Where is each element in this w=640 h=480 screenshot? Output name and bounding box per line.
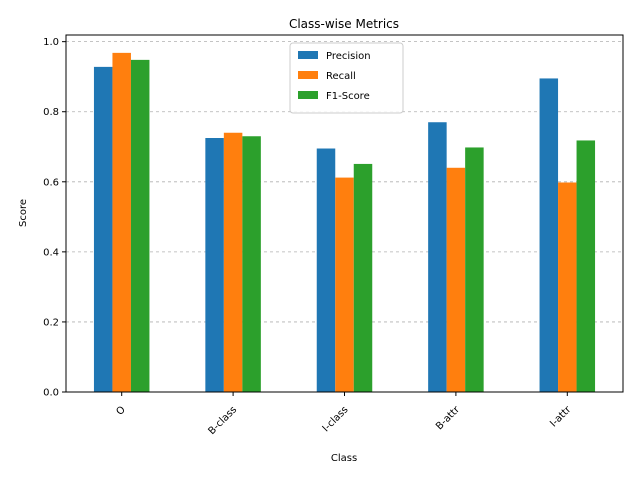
legend-box [289, 42, 404, 114]
bar-precision-o [93, 66, 113, 392]
legend: Precision Recall F1-Score [289, 42, 404, 114]
bar-precision-i-class [316, 148, 336, 392]
legend-swatch-recall [298, 71, 318, 79]
bar-precision-b-class [205, 138, 224, 392]
legend-swatch-f1-score [298, 91, 318, 99]
bar-f1-score-i-attr [576, 140, 596, 392]
bar-f1-score-i-class [353, 163, 373, 392]
bar-recall-i-attr [558, 182, 577, 392]
legend-swatch-precision [298, 51, 318, 59]
bar-recall-b-attr [446, 167, 466, 392]
y-tick-label: 1.0 [43, 37, 59, 48]
bar-f1-score-b-class [242, 136, 261, 392]
bar-f1-score-o [130, 59, 150, 392]
bar-precision-i-attr [539, 78, 559, 392]
chart-title: Class-wise Metrics [289, 17, 399, 31]
y-axis-label: Score [18, 199, 29, 227]
y-tick-label: 0.0 [43, 388, 59, 399]
bar-f1-score-b-attr [465, 147, 484, 392]
bar-recall-o [112, 52, 131, 392]
y-tick-label: 0.2 [43, 317, 59, 328]
x-axis-label: Class [331, 453, 357, 464]
legend-label-recall: Recall [326, 71, 356, 82]
legend-label-precision: Precision [326, 51, 371, 62]
y-tick-label: 0.6 [43, 177, 59, 188]
y-tick-label: 0.4 [43, 247, 59, 258]
legend-label-f1-score: F1-Score [326, 91, 370, 102]
y-axis-ticks: 0.0 0.2 0.4 0.6 0.8 1.0 [43, 37, 66, 399]
y-tick-label: 0.8 [43, 107, 59, 118]
bar-recall-i-class [335, 177, 354, 392]
bars [93, 52, 596, 392]
bar-recall-b-class [223, 132, 243, 392]
bar-precision-b-attr [428, 122, 447, 392]
